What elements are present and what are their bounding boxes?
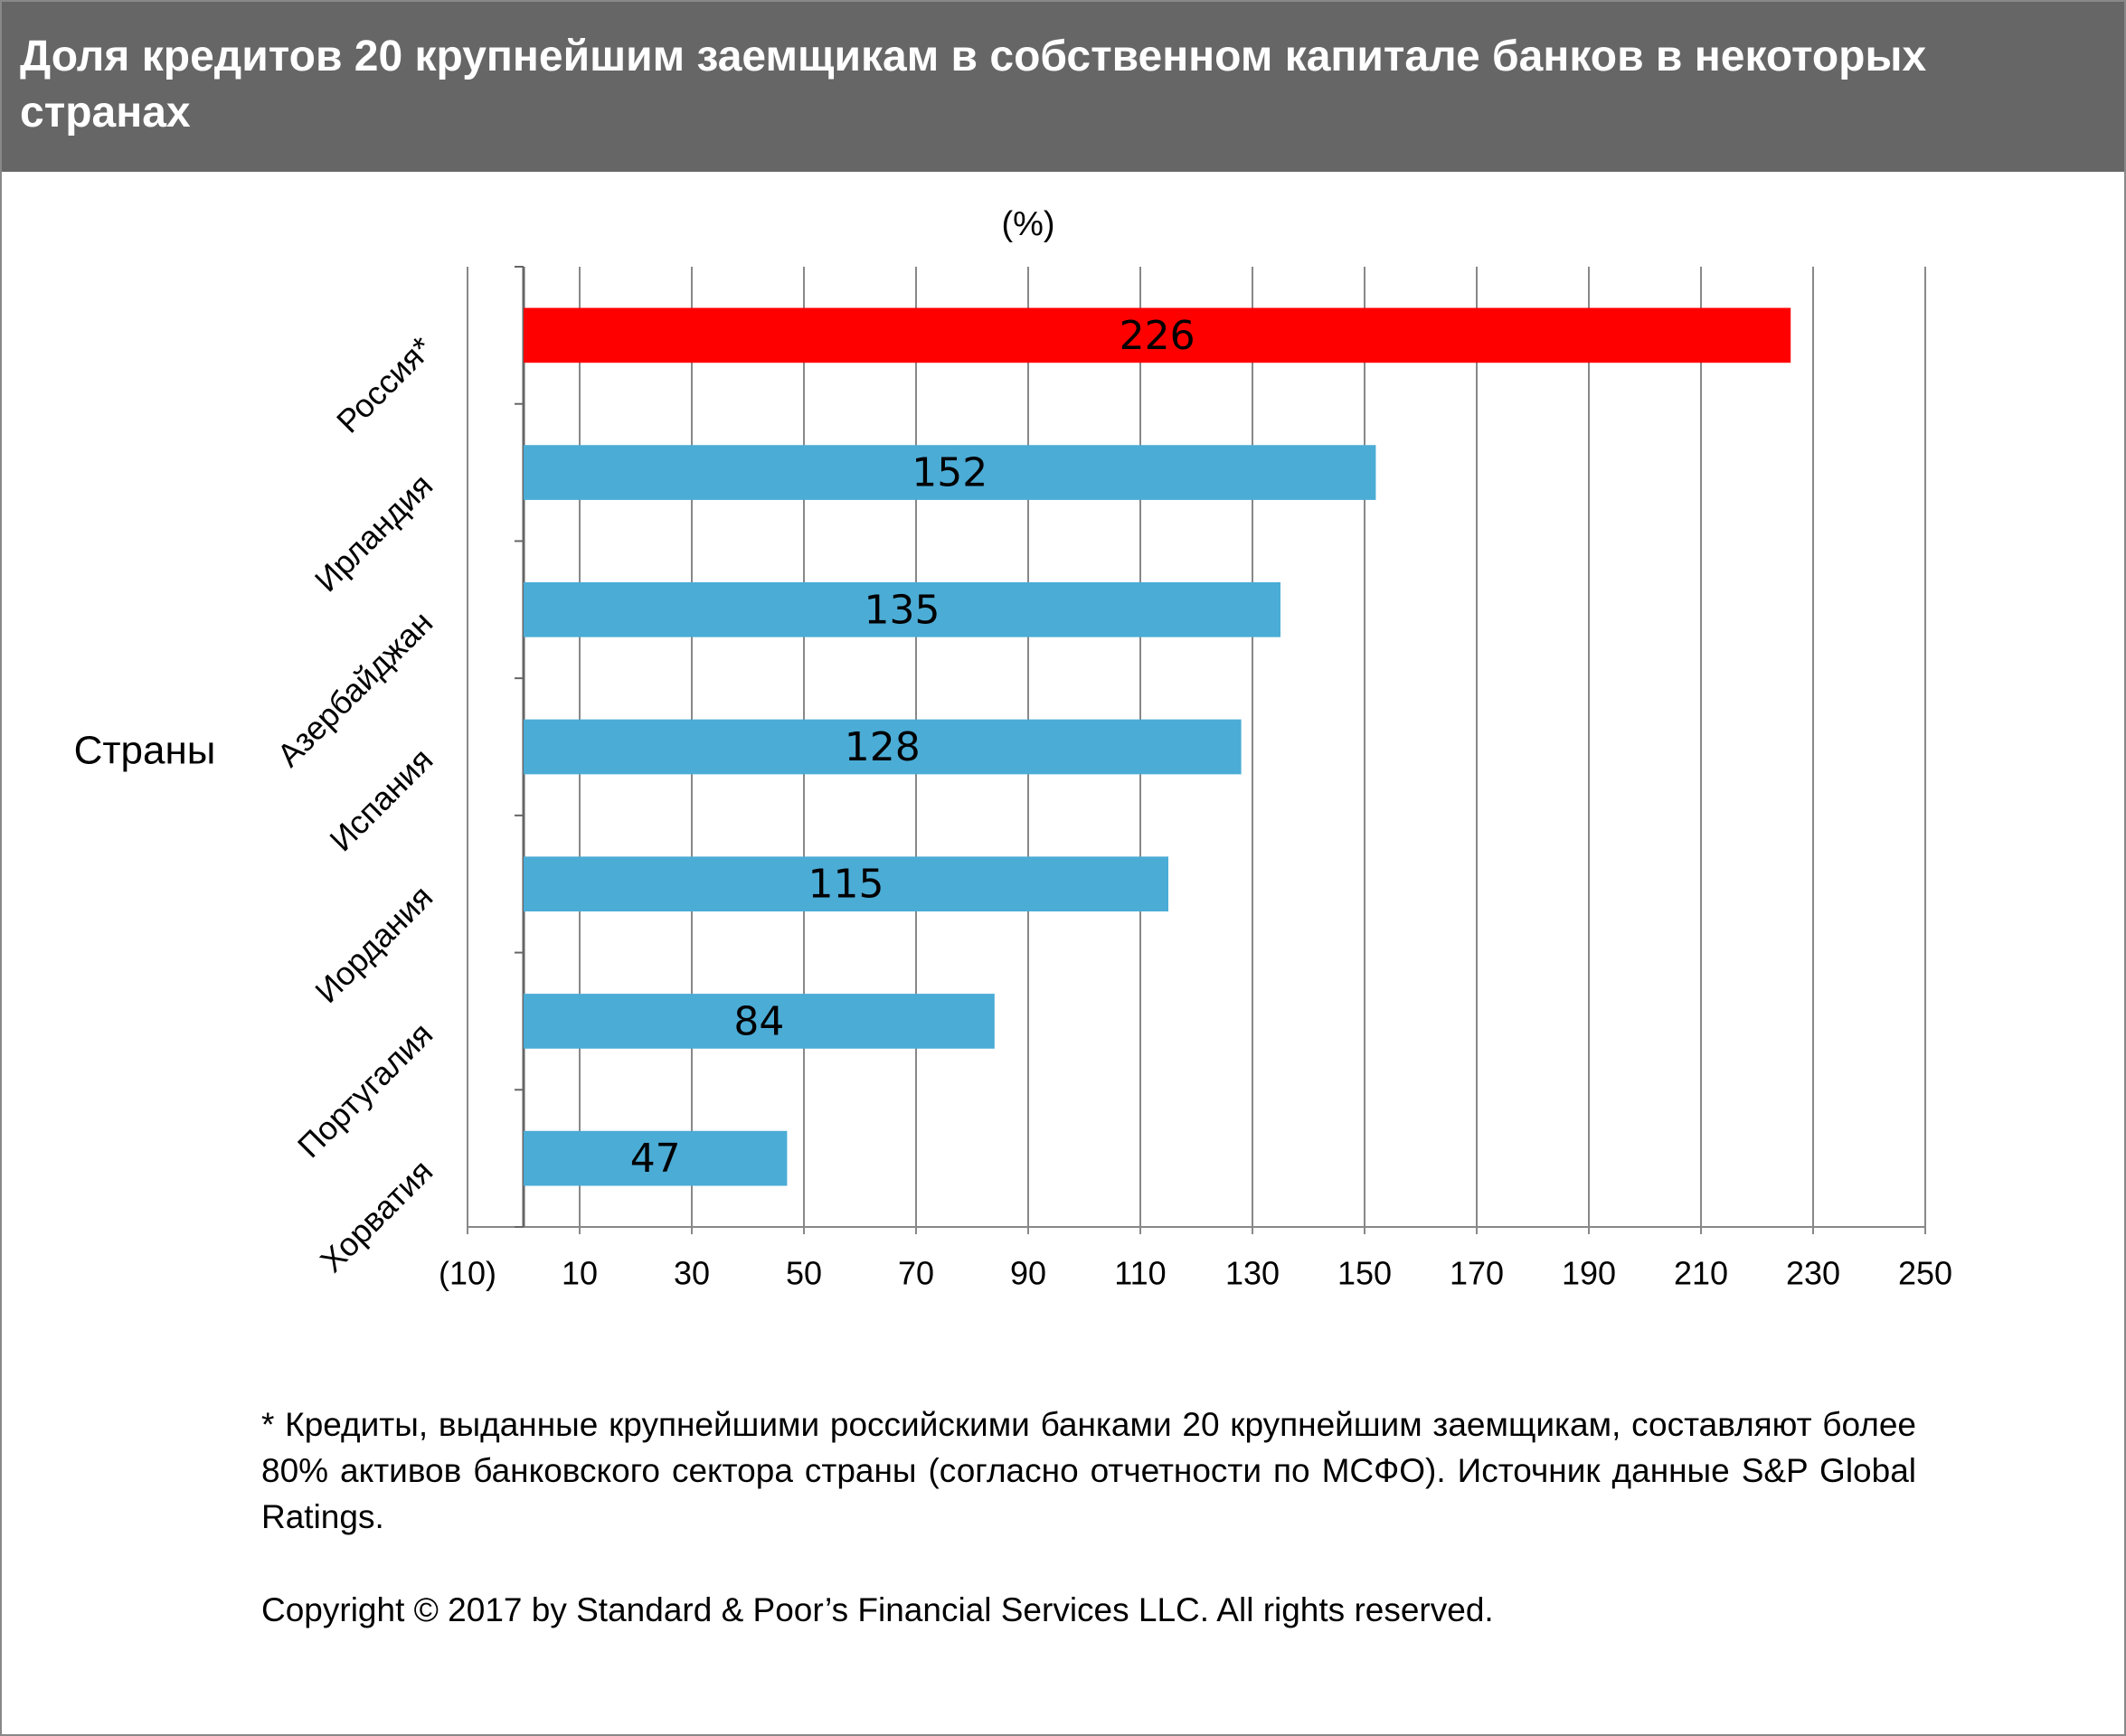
y-tick-label: Иордания — [307, 878, 439, 1010]
x-tick-label: 30 — [674, 1255, 710, 1292]
x-tick-label: 130 — [1225, 1255, 1280, 1292]
x-tick-label: 110 — [1114, 1255, 1166, 1292]
y-tick-label: Ирландия — [307, 467, 440, 599]
copyright: Copyright © 2017 by Standard & Poor’s Fi… — [261, 1591, 1494, 1628]
x-axis-label: (%) — [1001, 205, 1054, 243]
data-label: 135 — [865, 587, 940, 633]
y-axis-label: Страны — [74, 729, 216, 773]
bar — [524, 1130, 788, 1186]
x-tick-label: 170 — [1450, 1255, 1504, 1292]
bar — [524, 994, 995, 1049]
y-tick-label: Испания — [322, 741, 439, 858]
data-label: 226 — [1120, 313, 1195, 359]
y-tick-label: Португалия — [290, 1015, 439, 1165]
x-tick-label: 10 — [562, 1255, 598, 1292]
bar — [524, 719, 1242, 775]
x-tick-label: 250 — [1898, 1255, 1952, 1292]
x-tick-label: 210 — [1674, 1255, 1728, 1292]
y-tick-label: Хорватия — [313, 1153, 440, 1280]
x-tick-label: 150 — [1337, 1255, 1392, 1292]
bar — [524, 856, 1168, 912]
x-tick-label: 230 — [1786, 1255, 1840, 1292]
data-label: 152 — [912, 450, 987, 496]
y-tick-label: Россия* — [329, 329, 439, 439]
data-label: 115 — [808, 862, 884, 908]
bar — [524, 581, 1280, 637]
x-tick-label: 70 — [898, 1255, 934, 1292]
bar — [524, 307, 1791, 363]
bar — [524, 445, 1376, 500]
data-label: 84 — [733, 998, 784, 1044]
data-label: 128 — [845, 724, 921, 770]
chart-title: Доля кредитов 20 крупнейшим заемщикам в … — [2, 2, 2124, 172]
x-tick-label: 190 — [1562, 1255, 1616, 1292]
data-label: 47 — [630, 1136, 681, 1182]
x-tick-label: 90 — [1010, 1255, 1046, 1292]
footnote: * Кредиты, выданные крупнейшими российск… — [261, 1406, 1916, 1535]
x-tick-label: (10) — [439, 1255, 496, 1292]
x-tick-label: 50 — [786, 1255, 822, 1292]
